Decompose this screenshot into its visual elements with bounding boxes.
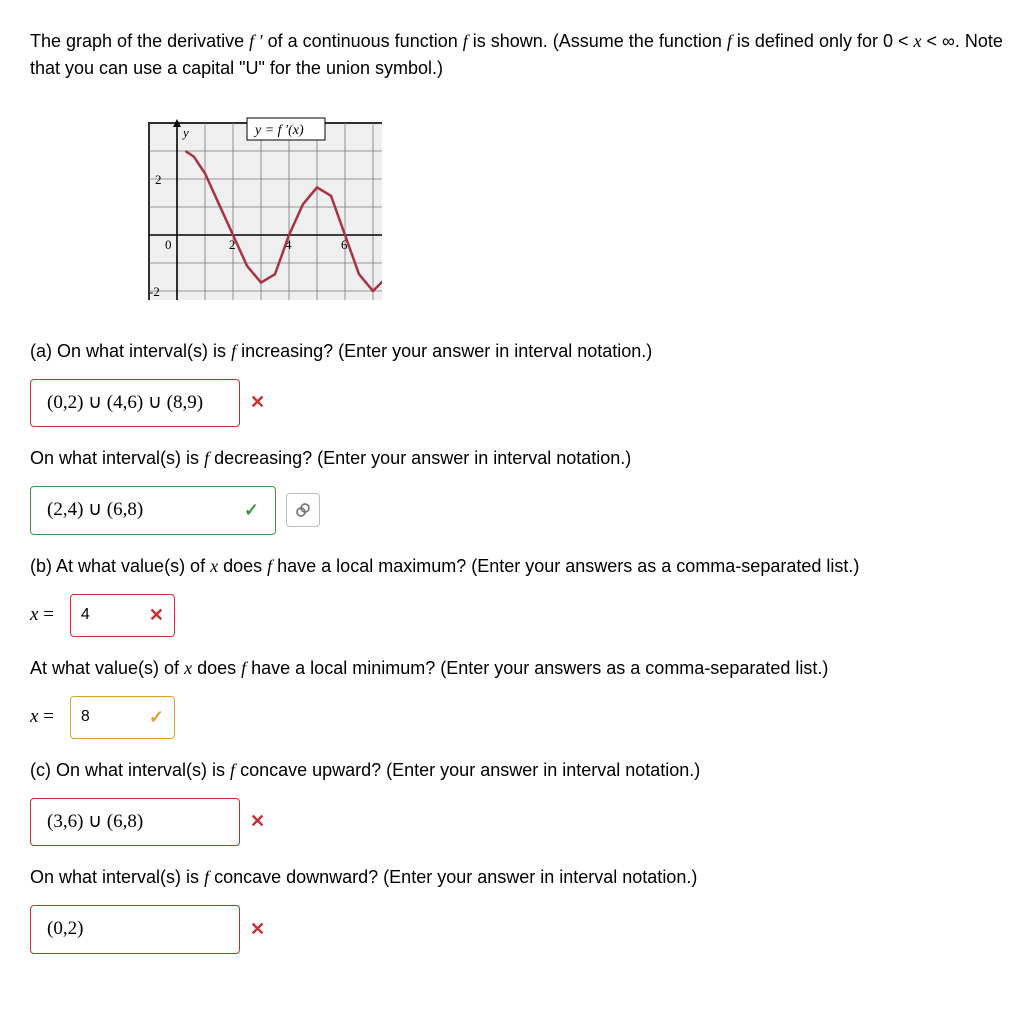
link-tool-button[interactable] [286,493,320,527]
answer-c2-value: (0,2) [47,915,83,944]
question-b1: (b) At what value(s) of x does f have a … [30,553,1004,580]
answer-b1-value: 4 [81,603,90,627]
answer-c1[interactable]: (3,6) ∪ (6,8) [30,798,240,847]
question-b2: At what value(s) of x does f have a loca… [30,655,1004,682]
answer-c1-value: (3,6) ∪ (6,8) [47,808,143,837]
answer-a2-value: (2,4) ∪ (6,8) [47,496,143,525]
correct-icon: ✓ [232,497,259,524]
x-equals-label: x = [30,703,54,732]
wrong-icon: ✕ [129,602,164,629]
answer-a1-value: (0,2) ∪ (4,6) ∪ (8,9) [47,389,203,418]
svg-text:y: y [181,125,189,140]
wrong-icon: ✕ [250,916,265,943]
answer-b2-value: 8 [81,705,90,729]
question-a1: (a) On what interval(s) is f increasing?… [30,338,1004,365]
correct-icon: ✓ [129,704,164,731]
answer-a2[interactable]: (2,4) ∪ (6,8) ✓ [30,486,276,535]
problem-statement: The graph of the derivative f ′ of a con… [30,28,1004,82]
x-equals-label: x = [30,601,54,630]
question-c1: (c) On what interval(s) is f concave upw… [30,757,1004,784]
derivative-graph: yx024682-2y = f ′(x) [102,100,1004,310]
wrong-icon: ✕ [250,808,265,835]
svg-text:y = f ′(x): y = f ′(x) [253,123,304,138]
answer-b1[interactable]: 4 ✕ [70,594,175,637]
svg-text:0: 0 [165,237,172,252]
answer-a1[interactable]: (0,2) ∪ (4,6) ∪ (8,9) [30,379,240,428]
svg-text:2: 2 [155,172,162,187]
question-a2: On what interval(s) is f decreasing? (En… [30,445,1004,472]
svg-text:-2: -2 [149,284,160,299]
answer-b2[interactable]: 8 ✓ [70,696,175,739]
question-c2: On what interval(s) is f concave downwar… [30,864,1004,891]
answer-c2[interactable]: (0,2) [30,905,240,954]
wrong-icon: ✕ [250,389,265,416]
